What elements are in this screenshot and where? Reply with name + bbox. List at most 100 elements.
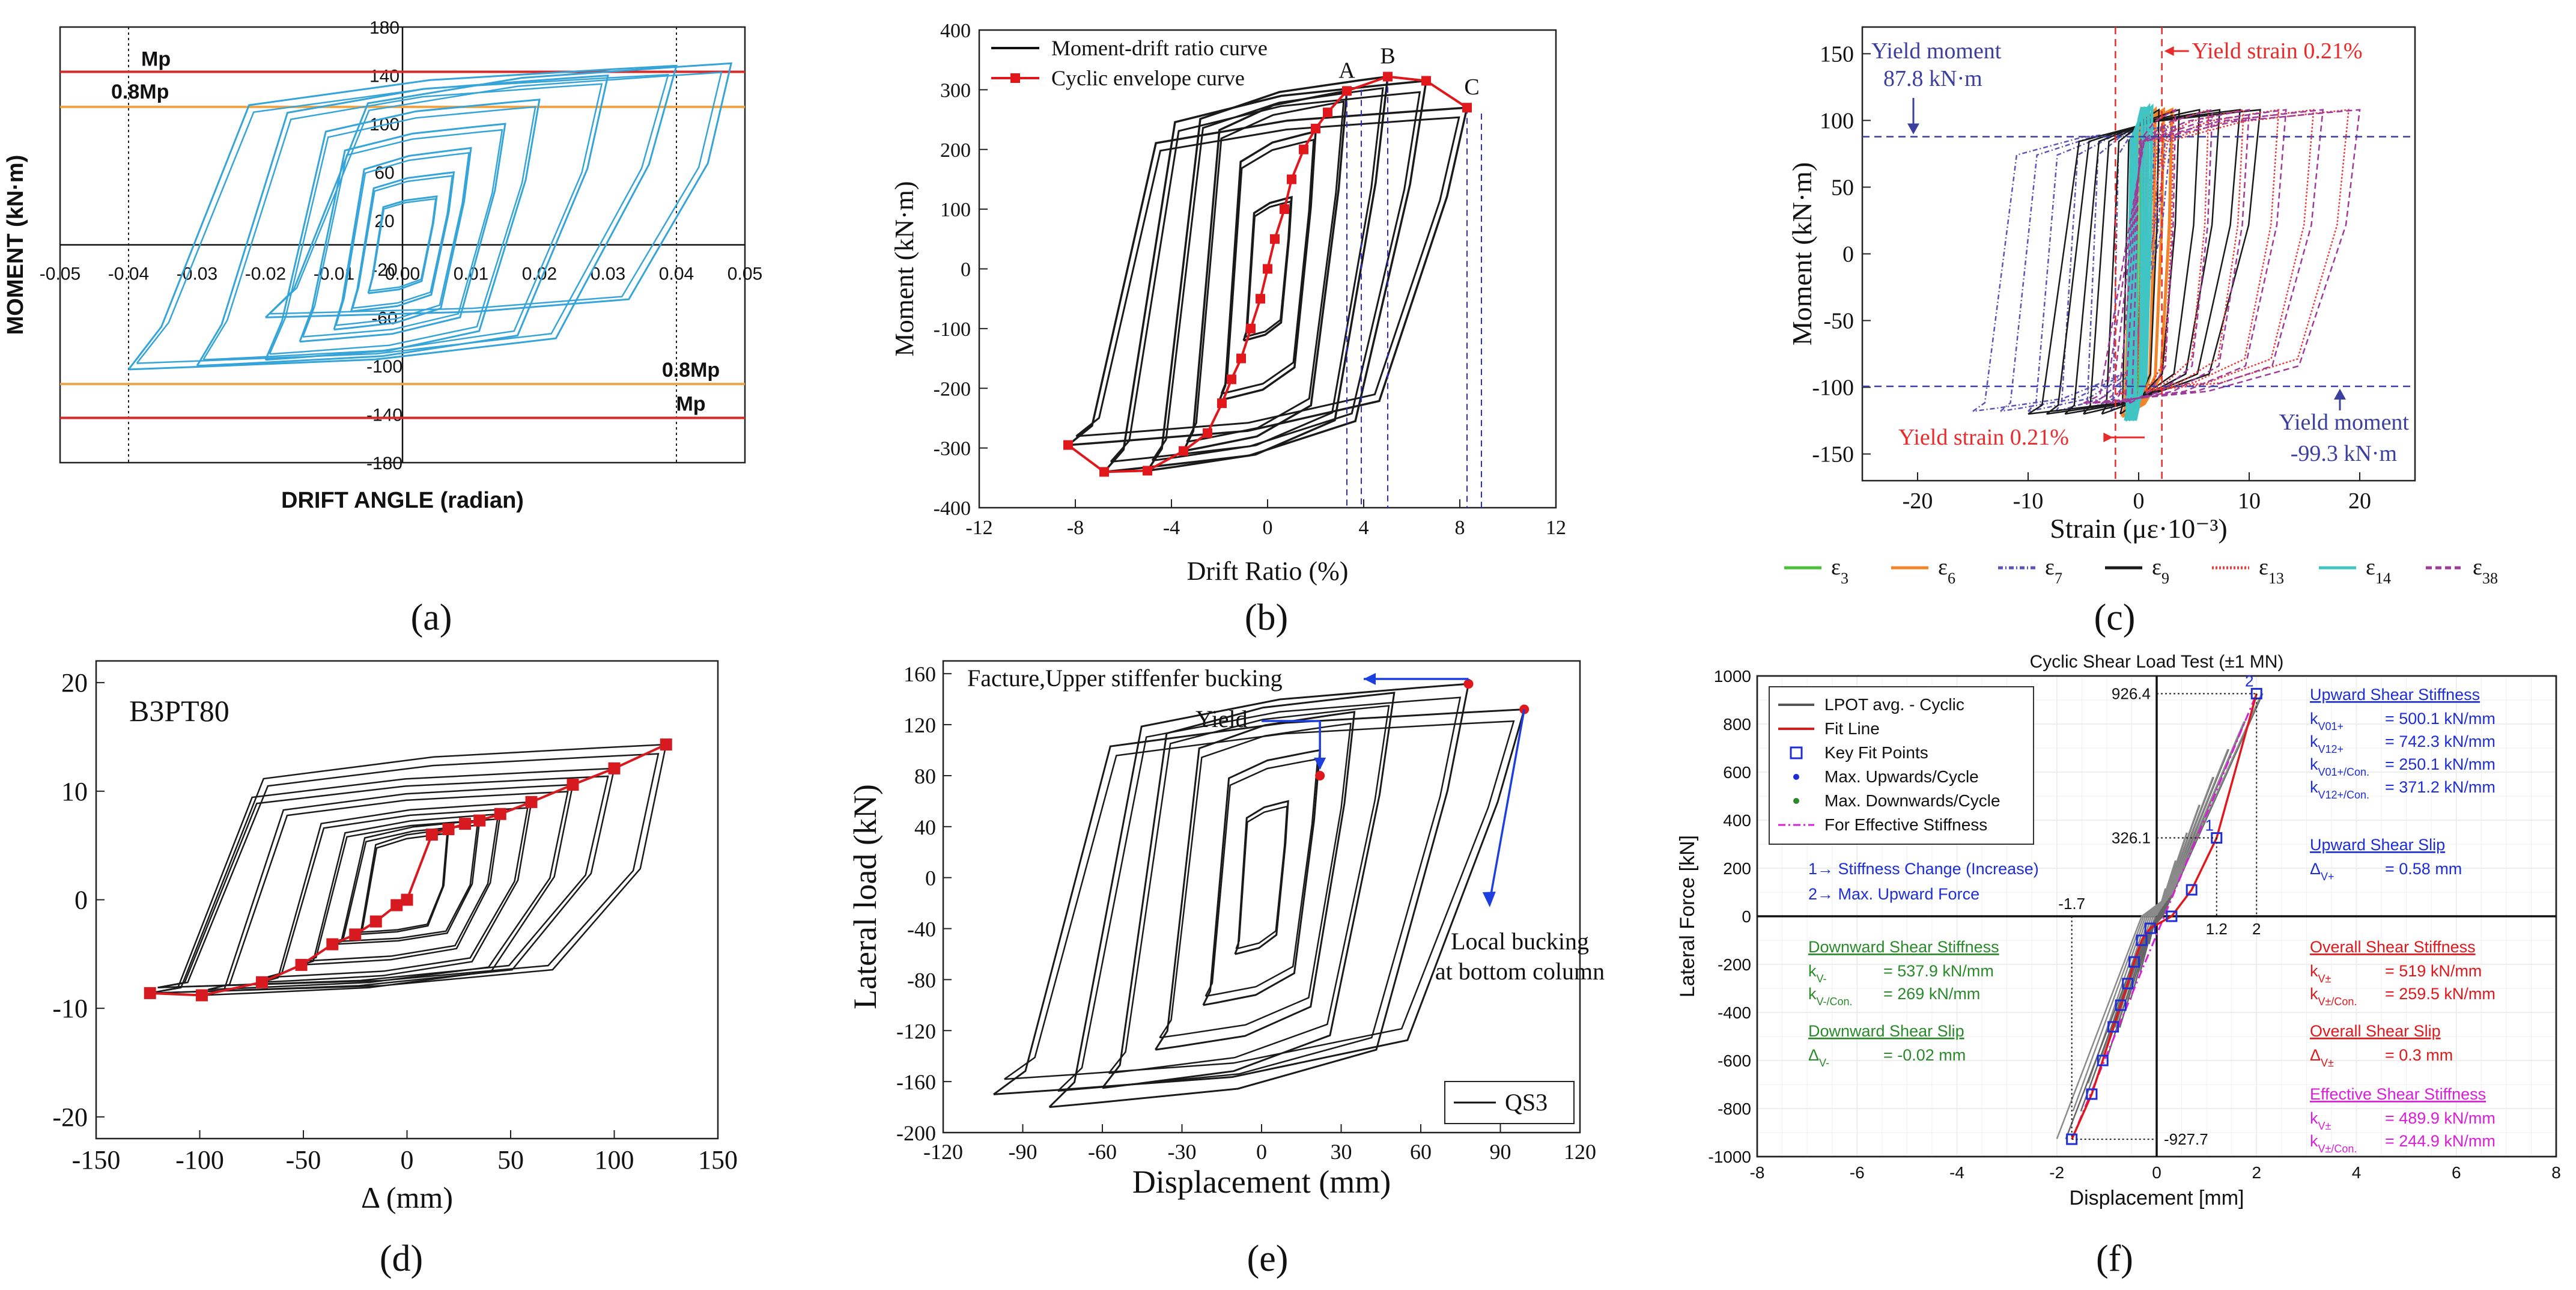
panel-f-ytick-label: -800 [1718, 1100, 1751, 1118]
panel-c-annotation: Yield moment [2279, 410, 2410, 435]
panel-e-xtick-label: -120 [923, 1140, 963, 1164]
panel-f-box-symbol: kV±/Con. [2310, 1132, 2357, 1155]
panel-c-strain-loop [2110, 109, 2250, 404]
panel-c-annotation: 87.8 kN·m [1883, 66, 1982, 91]
panel-f-xtick-label: -6 [1850, 1163, 1865, 1182]
panel-b-point-label: C [1464, 75, 1479, 100]
panel-c-xtick-label: -20 [1903, 488, 1933, 514]
panel-d-envelope-point [326, 938, 339, 951]
panel-e-annotation: Local bucking [1451, 928, 1589, 955]
panel-e-hysteresis-loop [1108, 705, 1390, 1074]
panel-b-envelope-point [1323, 108, 1332, 118]
panel-a-hysteresis-loop [202, 83, 603, 361]
panel-d-envelope-point [349, 928, 362, 941]
panel-f-y-axis-label: Lateral Force [kN] [1676, 835, 1699, 997]
panel-f-note: 2→ Max. Upward Force [1808, 885, 1979, 903]
panel-b-envelope-point [1246, 323, 1256, 333]
panel-a-xtick-label: 0.03 [591, 264, 625, 284]
panel-f-box-symbol: ΔV- [1808, 1046, 1829, 1069]
panel-e-marked-point [1315, 770, 1325, 780]
panel-e-ytick-label: 160 [904, 662, 936, 686]
panel-b-envelope-point [1263, 264, 1272, 274]
panel-f-ytick-label: -600 [1718, 1051, 1751, 1070]
panel-b-point-label: B [1380, 44, 1395, 69]
panel-d-envelope-point [195, 989, 208, 1002]
panel-d-envelope-point [256, 976, 268, 988]
panel-f-ref-value: -1.7 [2058, 895, 2085, 913]
panel-b-envelope-point [1280, 204, 1289, 214]
panel-e-annotation: Yield [1195, 705, 1248, 732]
panel-b-caption: (b) [1245, 597, 1288, 638]
panel-b-ytick-label: 200 [940, 139, 971, 162]
panel-a-ytick-label: 180 [369, 18, 399, 38]
panel-d-hysteresis-loop [354, 828, 449, 936]
panel-c-annotation: -99.3 kN·m [2291, 441, 2397, 466]
panel-d-envelope-point [144, 987, 156, 999]
panel-c-strain-loop [2064, 109, 2221, 415]
panel-a-hysteresis-loop [196, 74, 609, 367]
panel-c-arrowhead [2334, 389, 2346, 400]
panel-c-strain-loop [2083, 109, 2201, 415]
panel-f-box-title: Upward Shear Stiffness [2310, 686, 2480, 704]
panel-e-arrowhead [1482, 892, 1496, 907]
panel-d-hysteresis-loop [266, 807, 529, 978]
panel-c-legend-label: ε14 [2366, 555, 2391, 587]
panel-f-ytick-label: 0 [1742, 907, 1751, 926]
panel-a-ytick-label: -140 [366, 405, 402, 425]
panel-a-caption: (a) [411, 597, 452, 638]
panel-d-xtick-label: 150 [698, 1145, 738, 1175]
panel-f-key-fit-point [2107, 1021, 2119, 1033]
panel-c-xtick-label: -10 [2013, 488, 2044, 514]
panel-e-hysteresis-loop [1202, 749, 1321, 1006]
panel-b-envelope-point [1203, 428, 1212, 438]
panel-f-legend-label: For Effective Stiffness [1824, 815, 1987, 834]
panel-e-xtick-label: 60 [1410, 1140, 1432, 1164]
panel-f-ytick-label: -200 [1718, 955, 1751, 974]
panel-c-annotation: Yield strain 0.21% [1898, 425, 2069, 450]
panel-d-ytick-label: 20 [61, 668, 88, 698]
panel-a-xtick-label: -0.02 [245, 264, 286, 284]
panel-f-box-symbol: kV01+/Con. [2310, 755, 2369, 778]
panel-b-xtick-label: -4 [1163, 517, 1180, 539]
panel-d-xtick-label: 100 [595, 1145, 634, 1175]
panel-f-box-title: Downward Shear Slip [1808, 1022, 1964, 1040]
panel-f-box-symbol: kV01+ [2310, 710, 2344, 732]
panel-c-strain-loop [2083, 109, 2361, 404]
panel-b-envelope-point [1270, 234, 1280, 244]
panel-e-hysteresis-loop [1204, 758, 1319, 997]
panel-c-annotation: Yield moment [1871, 38, 2002, 64]
panel-c-legend-label: ε7 [2045, 555, 2062, 587]
panel-f-box-title: Upward Shear Slip [2310, 836, 2445, 854]
panel-f-ref-value: 1.2 [2206, 920, 2228, 938]
panel-b-hysteresis-loop [1067, 106, 1469, 446]
panel-c-caption: (c) [2094, 597, 2136, 638]
panel-a-hysteresis-loop [368, 198, 437, 292]
panel-a-hysteresis-loop [302, 129, 503, 338]
panel-c-strain-loop [2092, 109, 2324, 404]
panel-c-x-axis-label: Strain (με·10⁻³) [2050, 513, 2227, 544]
panel-b-ytick-label: -200 [934, 378, 971, 400]
panel-c-legend-label: ε9 [2152, 555, 2169, 587]
panel-d-envelope-point [608, 762, 621, 774]
panel-d-ytick-label: 0 [74, 886, 88, 915]
panel-e-marked-point [1463, 679, 1474, 689]
panel-f-ref-value: 326.1 [2112, 829, 2151, 847]
panel-f-ytick-label: -1000 [1708, 1148, 1751, 1166]
panel-e-xtick-label: -60 [1088, 1140, 1117, 1164]
panel-f-caption: (f) [2096, 1238, 2133, 1279]
panel-f-box-value: = 519 kN/mm [2385, 962, 2482, 980]
panel-d-envelope-point [660, 738, 672, 751]
panel-c-arrowhead [1907, 123, 1919, 135]
panel-c-strain-loop [2055, 126, 2156, 412]
panel-f-note: 1→ Stiffness Change (Increase) [1808, 860, 2039, 878]
panel-e-arrow [1489, 709, 1525, 902]
panel-f-box-value: = 269 kN/mm [1883, 985, 1980, 1003]
panel-a: -0.05 -0.04 -0.03 -0.02 -0.01 0.00 0.01 0.02 0.0… [3, 18, 762, 638]
panel-f-ref-value: 2 [2252, 920, 2261, 938]
panel-b-envelope-point [1099, 467, 1109, 477]
panel-f-ytick-label: -400 [1718, 1003, 1751, 1022]
panel-d-envelope-point [390, 899, 403, 911]
panel-b-legend-label: Moment-drift ratio curve [1051, 36, 1268, 60]
